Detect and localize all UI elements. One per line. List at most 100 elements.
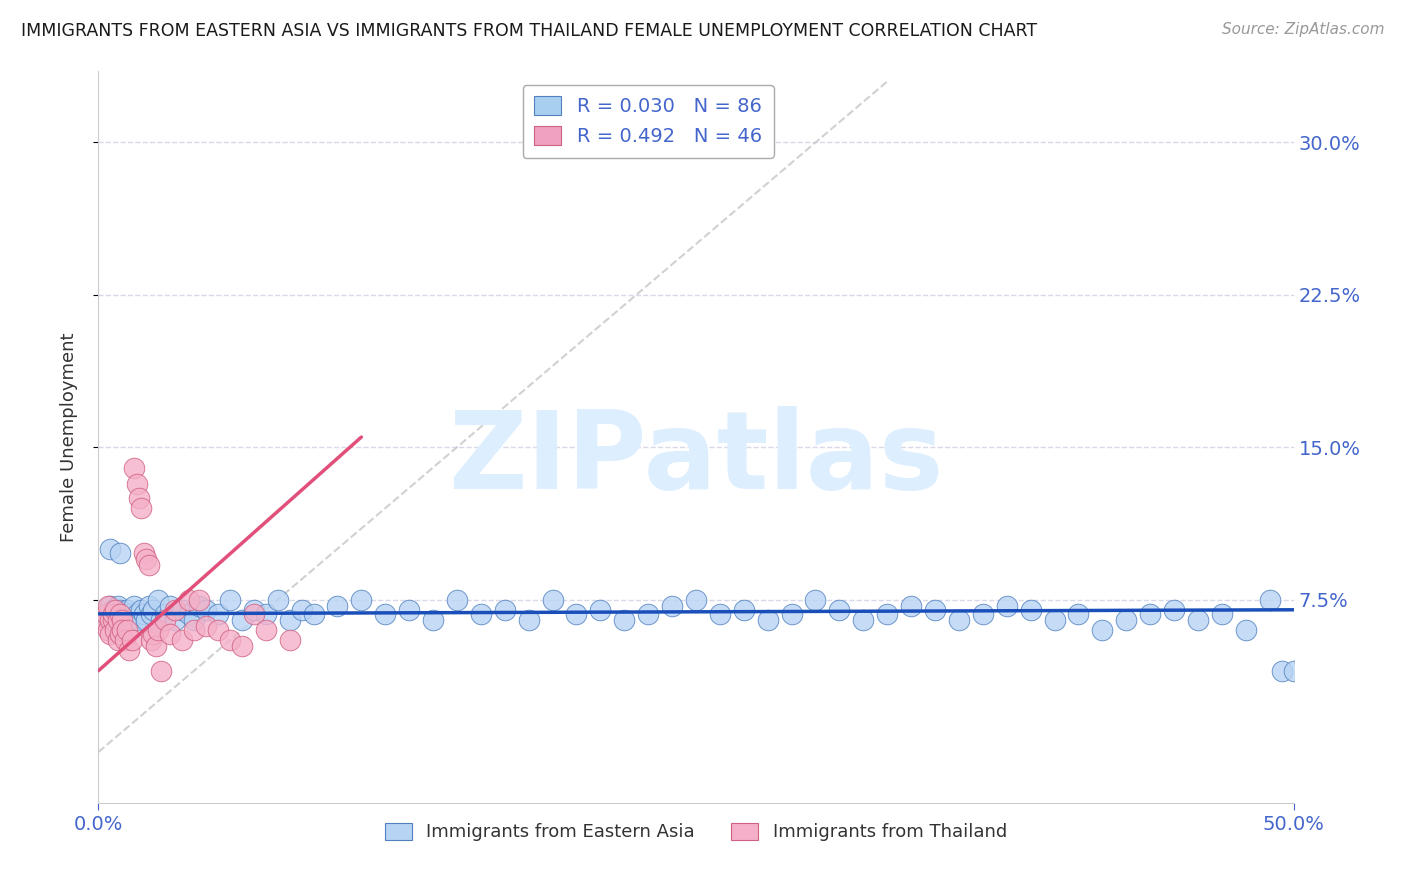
- Point: [101, 613, 124, 627]
- Point: [94, 607, 117, 621]
- Point: [101, 607, 124, 621]
- Point: [733, 603, 755, 617]
- Point: [135, 613, 157, 627]
- Point: [155, 607, 177, 621]
- Point: [1067, 607, 1090, 621]
- Point: [114, 633, 136, 648]
- Point: [1091, 623, 1114, 637]
- Y-axis label: Female Unemployment: Female Unemployment: [59, 333, 77, 541]
- Point: [98, 613, 122, 627]
- Point: [148, 623, 170, 637]
- Point: [948, 613, 970, 627]
- Point: [661, 599, 683, 613]
- Point: [98, 599, 122, 613]
- Point: [183, 613, 205, 627]
- Point: [1295, 654, 1317, 668]
- Point: [219, 592, 242, 607]
- Point: [104, 607, 127, 621]
- Point: [124, 460, 146, 475]
- Point: [155, 613, 177, 627]
- Point: [1258, 592, 1281, 607]
- Point: [118, 643, 141, 657]
- Legend: Immigrants from Eastern Asia, Immigrants from Thailand: Immigrants from Eastern Asia, Immigrants…: [378, 815, 1014, 848]
- Point: [254, 607, 277, 621]
- Point: [132, 546, 155, 560]
- Point: [1234, 623, 1257, 637]
- Point: [139, 633, 162, 648]
- Point: [278, 613, 301, 627]
- Point: [852, 613, 875, 627]
- Point: [1019, 603, 1042, 617]
- Point: [125, 476, 148, 491]
- Point: [350, 592, 373, 607]
- Point: [97, 623, 120, 637]
- Point: [219, 633, 242, 648]
- Point: [115, 623, 138, 637]
- Point: [326, 599, 349, 613]
- Point: [876, 607, 898, 621]
- Point: [517, 613, 540, 627]
- Point: [111, 613, 134, 627]
- Point: [243, 603, 266, 617]
- Point: [207, 607, 229, 621]
- Point: [179, 592, 201, 607]
- Point: [924, 603, 946, 617]
- Point: [142, 603, 165, 617]
- Text: Source: ZipAtlas.com: Source: ZipAtlas.com: [1222, 22, 1385, 37]
- Text: IMMIGRANTS FROM EASTERN ASIA VS IMMIGRANTS FROM THAILAND FEMALE UNEMPLOYMENT COR: IMMIGRANTS FROM EASTERN ASIA VS IMMIGRAN…: [21, 22, 1038, 40]
- Point: [118, 607, 141, 621]
- Point: [709, 607, 731, 621]
- Point: [115, 603, 138, 617]
- Point: [131, 603, 153, 617]
- Point: [995, 599, 1018, 613]
- Point: [108, 627, 131, 641]
- Point: [135, 552, 157, 566]
- Point: [104, 603, 127, 617]
- Point: [243, 607, 266, 621]
- Point: [142, 627, 165, 641]
- Point: [1271, 664, 1294, 678]
- Point: [101, 603, 124, 617]
- Point: [145, 640, 167, 654]
- Point: [172, 603, 194, 617]
- Point: [613, 613, 636, 627]
- Point: [1187, 613, 1209, 627]
- Point: [111, 607, 134, 621]
- Point: [104, 623, 127, 637]
- Point: [111, 623, 134, 637]
- Point: [125, 607, 148, 621]
- Point: [163, 603, 186, 617]
- Point: [128, 613, 150, 627]
- Point: [131, 501, 153, 516]
- Point: [589, 603, 612, 617]
- Point: [302, 607, 325, 621]
- Point: [422, 613, 444, 627]
- Point: [637, 607, 659, 621]
- Point: [124, 599, 146, 613]
- Point: [291, 603, 314, 617]
- Point: [97, 599, 120, 613]
- Point: [278, 633, 301, 648]
- Point: [94, 607, 117, 621]
- Point: [114, 613, 136, 627]
- Point: [107, 613, 129, 627]
- Point: [972, 607, 994, 621]
- Point: [172, 633, 194, 648]
- Point: [374, 607, 396, 621]
- Point: [195, 619, 218, 633]
- Point: [804, 592, 827, 607]
- Point: [97, 613, 120, 627]
- Point: [1163, 603, 1185, 617]
- Point: [108, 607, 131, 621]
- Point: [207, 623, 229, 637]
- Point: [159, 627, 181, 641]
- Point: [98, 627, 122, 641]
- Point: [187, 592, 209, 607]
- Point: [1282, 664, 1305, 678]
- Point: [900, 599, 922, 613]
- Point: [139, 607, 162, 621]
- Point: [121, 613, 143, 627]
- Point: [1115, 613, 1137, 627]
- Point: [132, 607, 155, 621]
- Point: [163, 613, 186, 627]
